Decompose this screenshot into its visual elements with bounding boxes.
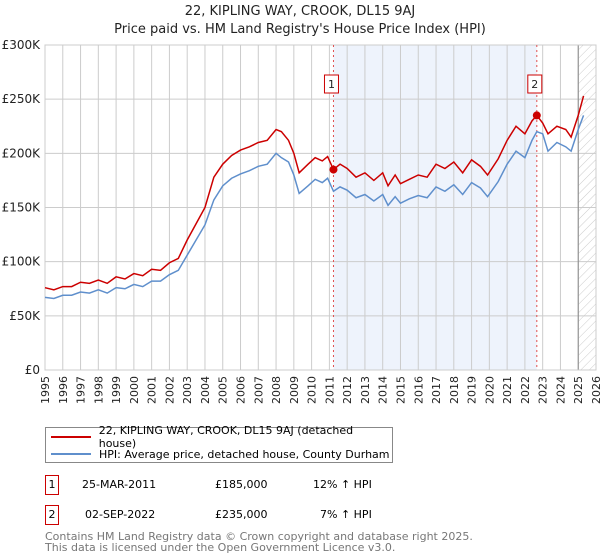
x-tick-label: 2014	[377, 376, 390, 404]
marker-badge: 1	[45, 475, 59, 495]
x-tick-label: 2011	[323, 376, 336, 404]
date: 02-SEP-2022	[85, 508, 156, 521]
sale-label: 1	[328, 78, 335, 91]
x-tick-label: 2008	[270, 376, 283, 404]
x-tick-label: 1999	[110, 376, 123, 404]
series-line	[44, 115, 585, 300]
x-tick-label: 2010	[306, 376, 319, 404]
chart-title: 22, KIPLING WAY, CROOK, DL15 9AJ	[184, 4, 416, 19]
transaction-row: 1 25-MAR-2011 £185,000 12% ↑ HPI	[45, 475, 445, 495]
x-tick-label: 2009	[288, 376, 301, 404]
legend: 22, KIPLING WAY, CROOK, DL15 9AJ (detach…	[45, 424, 393, 463]
x-tick-label: 2017	[430, 376, 443, 404]
plot-area: 1995 1996 1997 1998 1999 2000 2001 2002 2003 2004…	[2, 38, 600, 404]
x-tick-label: 2000	[128, 376, 141, 404]
x-tick-label: 2015	[394, 376, 407, 404]
x-tick-label: 2001	[146, 376, 159, 404]
price: £185,000	[215, 478, 268, 491]
series-line	[44, 95, 585, 291]
y-tick-label: £50K	[9, 309, 41, 323]
legend-label: 22, KIPLING WAY, CROOK, DL15 9AJ (detach…	[98, 424, 354, 450]
footer: Contains HM Land Registry data © Crown c…	[45, 531, 473, 553]
price: £235,000	[215, 508, 268, 521]
y-tick-label: £300K	[2, 38, 42, 52]
x-tick-label: 1997	[75, 376, 88, 404]
x-tick-label: 2003	[181, 376, 194, 404]
x-tick-label: 2022	[519, 376, 532, 404]
y-tick-label: £200K	[2, 146, 42, 160]
plot-frame	[44, 44, 597, 371]
x-tick-label: 2024	[554, 376, 567, 404]
chart-subtitle: Price paid vs. HM Land Registry's House …	[114, 22, 486, 37]
sale-point	[329, 165, 338, 174]
hpi-change: 7% ↑ HPI	[320, 508, 372, 521]
y-tick-label: £250K	[2, 92, 42, 106]
x-tick-label: 2013	[359, 376, 372, 404]
x-tick-label: 1995	[39, 376, 52, 404]
x-tick-label: 2023	[537, 376, 550, 404]
x-tick-label: 2019	[466, 376, 479, 404]
transaction-row: 2 02-SEP-2022 £235,000 7% ↑ HPI	[45, 505, 445, 525]
hpi-change: 12% ↑ HPI	[313, 478, 372, 491]
x-tick-label: 2005	[217, 376, 230, 404]
x-tick-label: 2004	[199, 376, 212, 404]
legend-item-property: 22, KIPLING WAY, CROOK, DL15 9AJ (detach…	[46, 424, 392, 450]
x-tick-label: 2018	[448, 376, 461, 404]
x-tick-label: 1996	[57, 376, 70, 404]
sale-label-box	[323, 74, 339, 94]
x-tick-label: 2012	[341, 376, 354, 404]
footer-line: Contains HM Land Registry data © Crown c…	[45, 530, 473, 543]
x-tick-label: 2021	[501, 376, 514, 404]
date: 25-MAR-2011	[82, 478, 157, 491]
footer-line: This data is licensed under the Open Gov…	[45, 541, 396, 554]
y-tick-label: £150K	[2, 201, 42, 215]
y-tick-label: £0	[25, 363, 40, 377]
legend-label: HPI: Average price, detached house, Coun…	[99, 447, 390, 461]
x-tick-label: 1998	[92, 376, 105, 404]
sale-point	[532, 111, 541, 120]
x-tick-label: 2026	[590, 376, 600, 404]
x-tick-label: 2025	[572, 376, 585, 404]
legend-item-hpi: HPI: Average price, detached house, Coun…	[46, 446, 390, 462]
y-tick-label: £100K	[2, 255, 42, 269]
sale-label-box	[527, 74, 543, 94]
x-tick-label: 2006	[235, 376, 248, 404]
x-tick-label: 2002	[163, 376, 176, 404]
marker-badge: 2	[45, 505, 59, 525]
x-tick-label: 2016	[412, 376, 425, 404]
sale-label: 2	[531, 78, 538, 91]
x-tick-label: 2007	[252, 376, 265, 404]
x-tick-label: 2020	[483, 376, 496, 404]
